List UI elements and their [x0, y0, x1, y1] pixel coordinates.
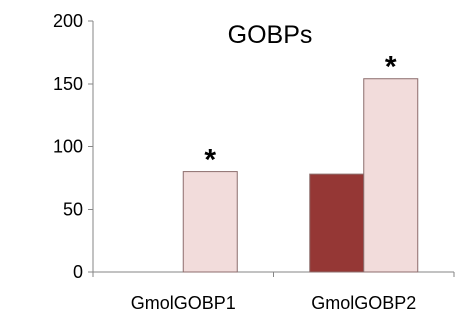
significance-asterisk: *	[385, 51, 397, 84]
x-tick-label: GmolGOBP2	[311, 293, 416, 313]
plot-area: 0 50 100 150 200 GmolGOBP1 GmolGOBP2 * *	[53, 11, 455, 313]
y-tick-label: 100	[53, 137, 83, 157]
y-tick-label: 150	[53, 74, 83, 94]
bar	[309, 173, 365, 273]
x-tick-label: GmolGOBP1	[131, 293, 236, 313]
bar	[363, 78, 419, 273]
significance-asterisk: *	[204, 144, 216, 177]
y-tick-label: 200	[53, 11, 83, 31]
bar	[182, 171, 238, 273]
y-tick-label: 0	[73, 262, 83, 282]
chart-title: GOBPs	[228, 21, 313, 49]
y-tick-label: 50	[63, 199, 83, 219]
